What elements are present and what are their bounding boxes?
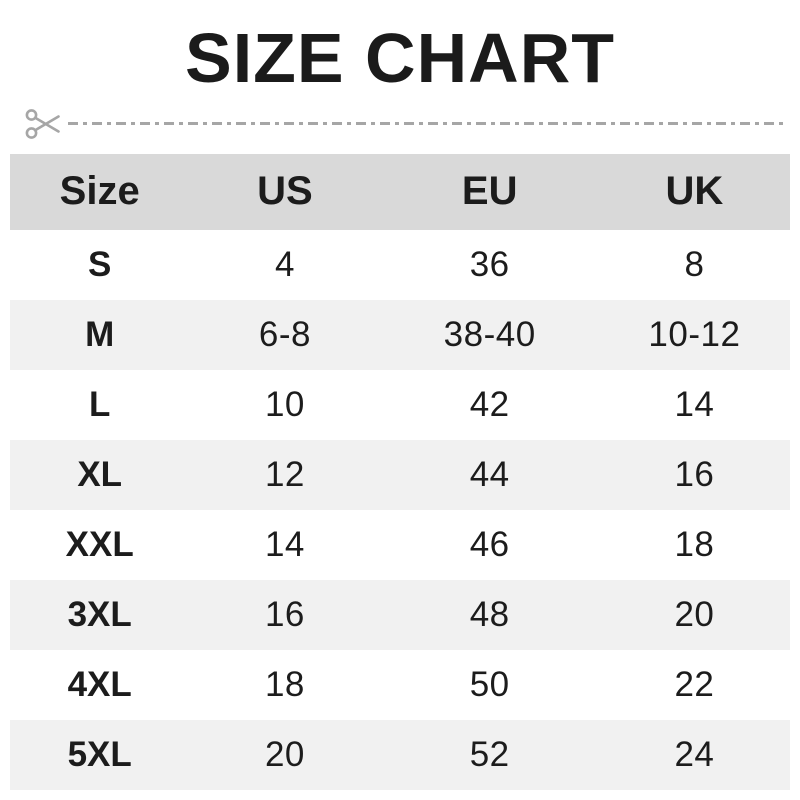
value-cell: 10 bbox=[264, 384, 305, 424]
table-row: S 4 36 8 bbox=[10, 229, 790, 300]
header-us: US bbox=[189, 153, 381, 230]
value-cell: 20 bbox=[674, 594, 715, 634]
size-chart-table: Size US EU UK S 4 36 8 M 6-8 38-40 10-12 L 10 42 14… bbox=[10, 153, 790, 790]
value-cell: 44 bbox=[469, 454, 510, 494]
value-cell: 18 bbox=[264, 664, 305, 704]
size-cell: 3XL bbox=[67, 594, 132, 634]
value-cell: 4 bbox=[274, 244, 295, 284]
page-title: SIZE CHART bbox=[185, 19, 615, 97]
value-cell: 16 bbox=[264, 594, 305, 634]
table-header: Size US EU UK bbox=[10, 153, 790, 230]
value-cell: 22 bbox=[674, 664, 715, 704]
table-row: XXL 14 46 18 bbox=[10, 509, 790, 580]
value-cell: 50 bbox=[469, 664, 510, 704]
cut-dashed-line bbox=[68, 122, 788, 125]
table-row: 3XL 16 48 20 bbox=[10, 579, 790, 650]
value-cell: 6-8 bbox=[258, 314, 311, 354]
size-cell: 4XL bbox=[67, 664, 132, 704]
header-row: Size US EU UK bbox=[10, 153, 790, 230]
value-cell: 42 bbox=[469, 384, 510, 424]
table-row: 4XL 18 50 22 bbox=[10, 649, 790, 720]
value-cell: 16 bbox=[674, 454, 715, 494]
size-cell: M bbox=[85, 314, 115, 354]
table-row: XL 12 44 16 bbox=[10, 439, 790, 510]
header-eu: EU bbox=[380, 153, 599, 230]
value-cell: 48 bbox=[469, 594, 510, 634]
table-row: 5XL 20 52 24 bbox=[10, 719, 790, 790]
value-cell: 20 bbox=[264, 734, 305, 774]
header-uk: UK bbox=[598, 153, 790, 230]
value-cell: 38-40 bbox=[443, 314, 536, 354]
size-cell: XL bbox=[77, 454, 123, 494]
value-cell: 10-12 bbox=[648, 314, 741, 354]
cut-line-row bbox=[24, 104, 788, 144]
size-chart-body: S 4 36 8 M 6-8 38-40 10-12 L 10 42 14 XL 12 44 16 XXL 14 4… bbox=[10, 229, 790, 790]
size-cell: S bbox=[88, 244, 112, 284]
table-row: M 6-8 38-40 10-12 bbox=[10, 299, 790, 370]
value-cell: 8 bbox=[684, 244, 705, 284]
value-cell: 52 bbox=[469, 734, 510, 774]
value-cell: 12 bbox=[264, 454, 305, 494]
size-cell: L bbox=[89, 384, 111, 424]
header-size: Size bbox=[10, 153, 190, 230]
size-cell: 5XL bbox=[67, 734, 132, 774]
size-cell: XXL bbox=[65, 524, 134, 564]
table-row: L 10 42 14 bbox=[10, 369, 790, 440]
value-cell: 14 bbox=[264, 524, 305, 564]
value-cell: 18 bbox=[674, 524, 715, 564]
value-cell: 36 bbox=[469, 244, 510, 284]
value-cell: 24 bbox=[674, 734, 715, 774]
value-cell: 14 bbox=[674, 384, 715, 424]
value-cell: 46 bbox=[469, 524, 510, 564]
scissors-icon bbox=[25, 108, 60, 139]
